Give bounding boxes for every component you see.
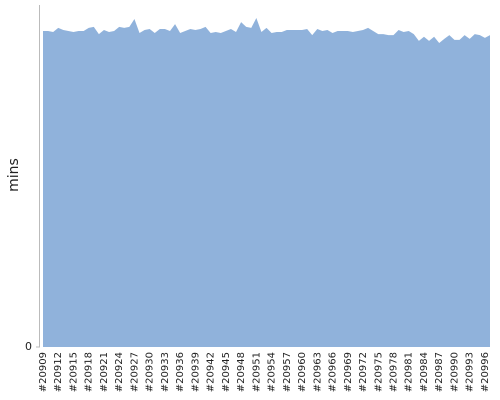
x-tick-label: #20963 [312, 352, 323, 392]
x-tick-label: #20966 [328, 352, 339, 392]
x-tick-label: #20981 [404, 352, 415, 392]
area [43, 18, 490, 347]
y-tick-label: 0 [25, 340, 32, 353]
x-tick-label: #20912 [53, 352, 64, 392]
x-tick-label: #20948 [236, 352, 247, 392]
x-tick-label: #20951 [251, 352, 262, 392]
x-tick-label: #20939 [190, 352, 201, 392]
x-tick-label: #20984 [419, 352, 430, 392]
x-tick-label: #20978 [388, 352, 399, 392]
x-tick-label: #20987 [434, 352, 445, 392]
x-tick-label: #20933 [160, 352, 171, 392]
x-tick-label: #20972 [358, 352, 369, 392]
x-tick-label: #20957 [282, 352, 293, 392]
x-tick-label: #20921 [99, 352, 110, 392]
x-tick-label: #20927 [129, 352, 140, 392]
x-tick-label: #20993 [465, 352, 476, 392]
x-tick-label: #20936 [175, 352, 186, 392]
x-tick-label: #20975 [373, 352, 384, 392]
x-tick-label: #20960 [297, 352, 308, 392]
x-tick-label: #20990 [449, 352, 460, 392]
x-tick-label: #20945 [221, 352, 232, 392]
x-tick-label: #20996 [480, 352, 491, 392]
y-axis-title: mins [6, 158, 22, 192]
x-tick-label: #20930 [145, 352, 156, 392]
x-tick-label: #20942 [206, 352, 217, 392]
x-tick-label: #20909 [38, 352, 49, 392]
x-tick-label: #20924 [114, 352, 125, 392]
x-tick-label: #20969 [343, 352, 354, 392]
x-tick-label: #20918 [84, 352, 95, 392]
x-tick-label: #20954 [267, 352, 278, 392]
x-tick-label: #20915 [68, 352, 79, 392]
